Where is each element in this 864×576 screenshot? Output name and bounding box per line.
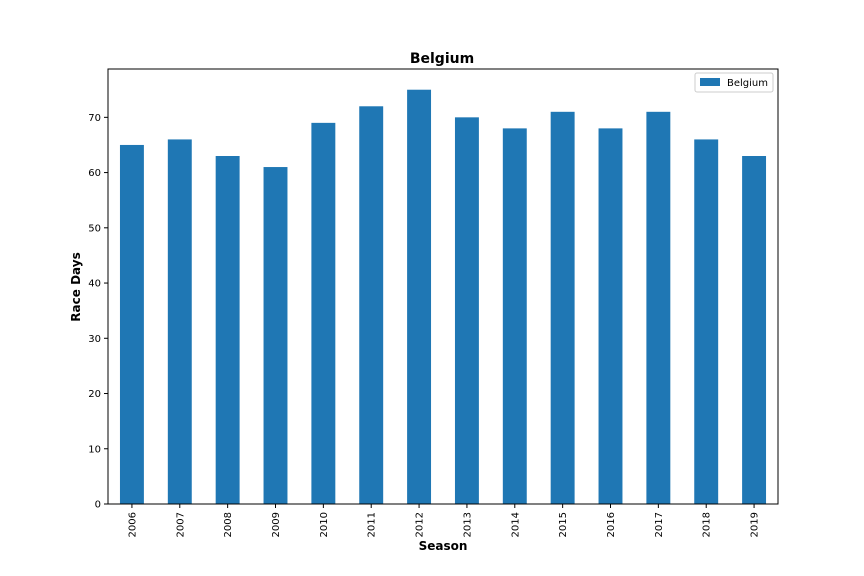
y-axis-label: Race Days <box>69 252 83 321</box>
x-tick-label-2010: 2010 <box>319 512 330 537</box>
bar-2013 <box>454 117 479 504</box>
bar-2017 <box>646 111 671 505</box>
plot-area: 2006 2007 2008 2009 2010 2011 2012 2013 2014 2015… <box>88 89 767 537</box>
y-tick-label-40: 40 <box>88 279 101 290</box>
bar-2009 <box>263 167 288 505</box>
x-tick-label-2014: 2014 <box>510 512 521 537</box>
x-tick-label-2007: 2007 <box>175 512 186 537</box>
x-tick-label-2009: 2009 <box>271 512 282 537</box>
bar-2007 <box>167 139 192 504</box>
x-tick-label-2019: 2019 <box>750 512 761 537</box>
y-tick-label-30: 30 <box>88 334 101 345</box>
chart-title: Belgium <box>410 51 474 67</box>
plot-frame <box>107 68 779 505</box>
bar-2015 <box>550 111 575 505</box>
legend-swatch <box>700 78 720 86</box>
bar-2011 <box>359 106 384 505</box>
bar-2014 <box>502 128 527 504</box>
bar-2006 <box>119 144 144 504</box>
bar-2016 <box>598 128 623 504</box>
legend: Belgium <box>694 72 774 93</box>
y-tick-label-70: 70 <box>88 113 101 124</box>
bar-2012 <box>407 89 432 504</box>
y-tick-label-10: 10 <box>88 444 101 455</box>
y-tick-label-20: 20 <box>88 389 101 400</box>
x-axis-label: Season <box>419 539 468 553</box>
bar-2018 <box>694 139 719 504</box>
y-tick-label-0: 0 <box>95 500 101 511</box>
bar-2010 <box>311 122 336 504</box>
x-tick-label-2012: 2012 <box>415 512 426 537</box>
x-tick-label-2006: 2006 <box>127 512 138 537</box>
x-tick-label-2017: 2017 <box>654 512 665 537</box>
y-tick-label-50: 50 <box>88 223 101 234</box>
bar-2019 <box>742 156 767 504</box>
legend-frame <box>694 72 774 93</box>
legend-label: Belgium <box>727 78 768 89</box>
bar-2008 <box>215 156 240 504</box>
x-tick-label-2013: 2013 <box>462 512 473 537</box>
y-tick-label-60: 60 <box>88 168 101 179</box>
x-tick-label-2008: 2008 <box>223 512 234 537</box>
x-tick-label-2015: 2015 <box>558 512 569 537</box>
x-tick-label-2018: 2018 <box>702 512 713 537</box>
x-tick-label-2011: 2011 <box>367 512 378 537</box>
x-tick-label-2016: 2016 <box>606 512 617 537</box>
